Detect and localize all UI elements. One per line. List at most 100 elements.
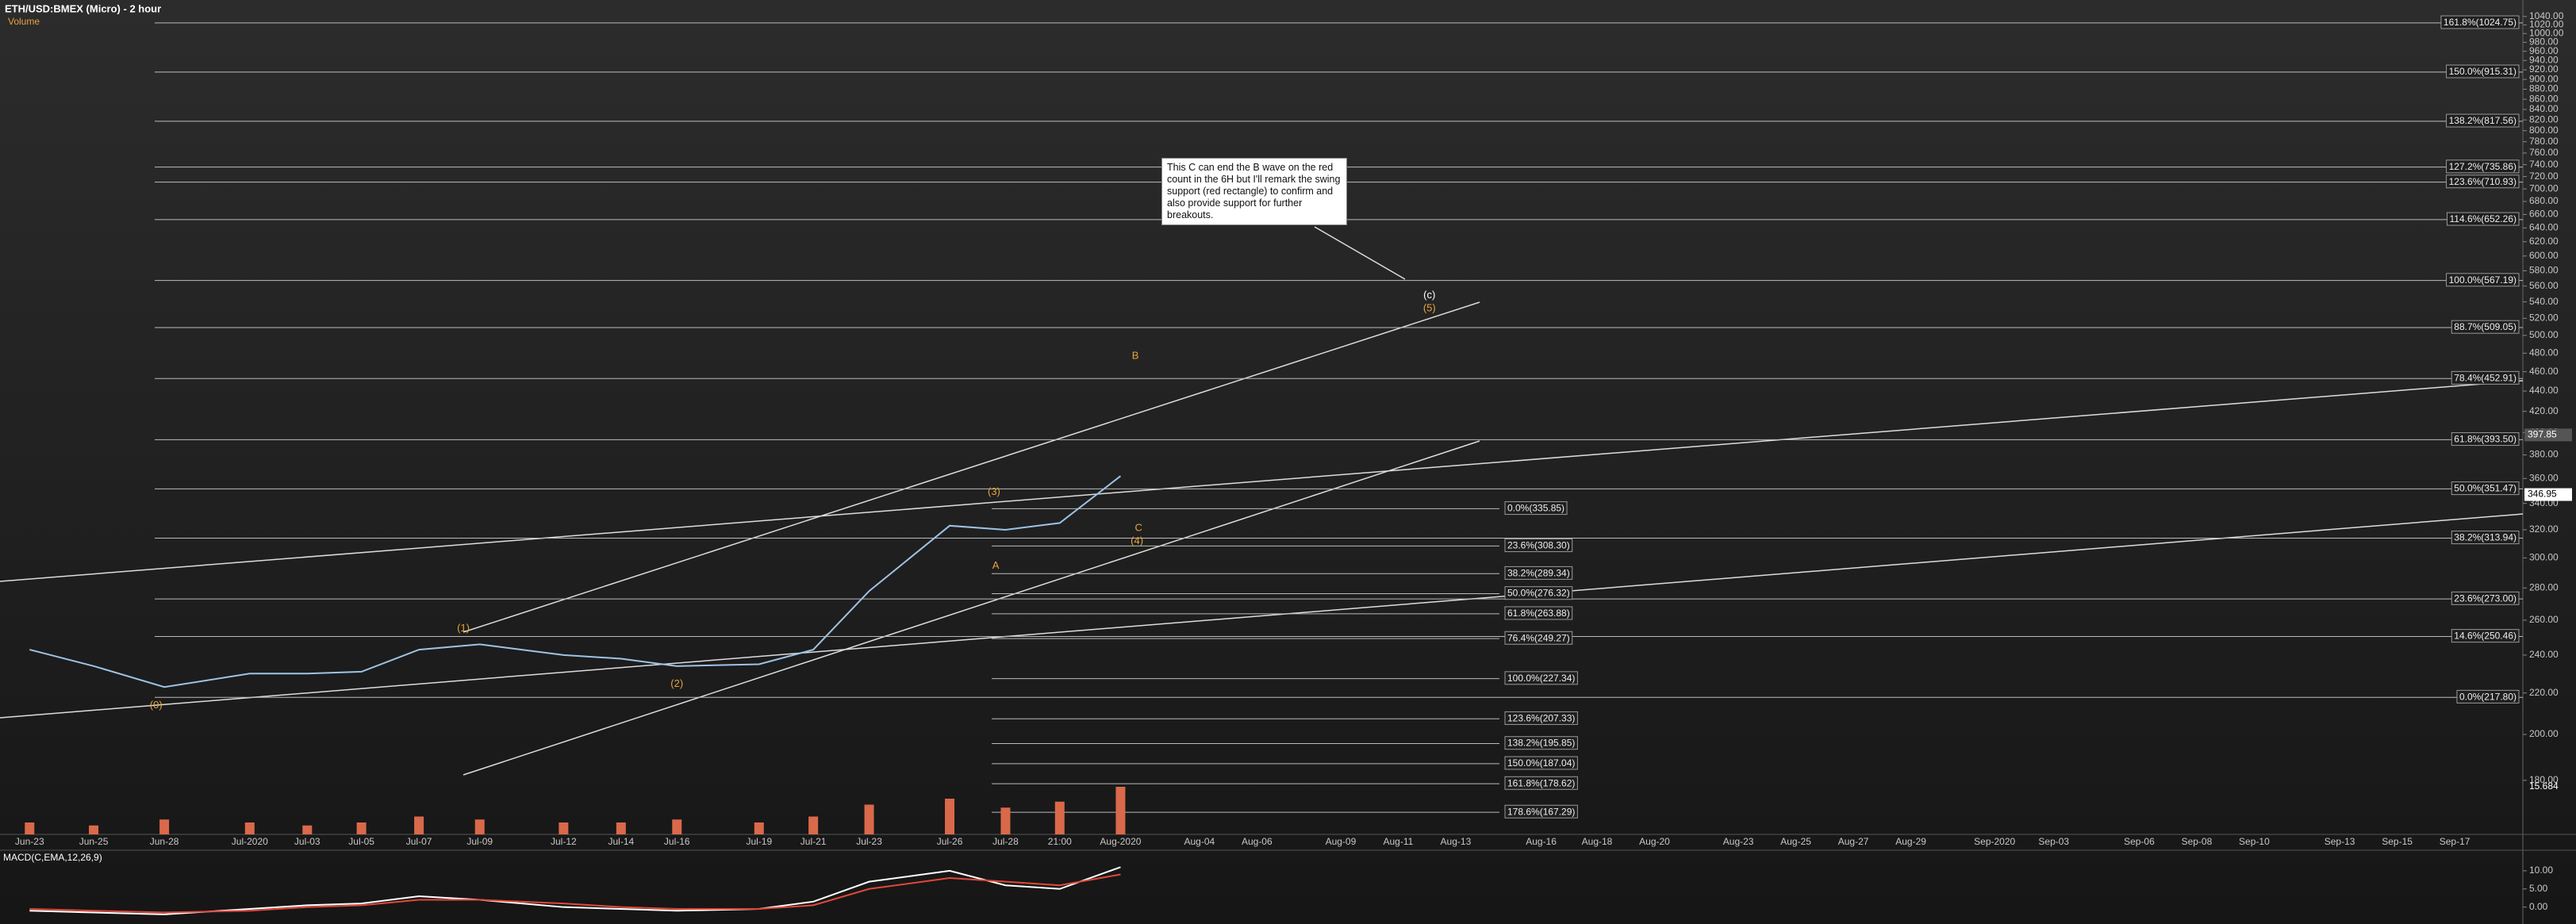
price-tag-box xyxy=(2524,428,2572,442)
y-tick-label: 200.00 xyxy=(2529,728,2559,739)
y-tick-label: 220.00 xyxy=(2529,687,2559,698)
wave-label: (c) xyxy=(1423,289,1435,301)
signal-line xyxy=(29,873,1121,914)
fib-label: 100.0%(567.19) xyxy=(2449,274,2516,286)
macd-tick-label: 10.00 xyxy=(2529,865,2553,876)
x-tick-label: Jun-23 xyxy=(15,836,44,847)
fib-label-box xyxy=(2451,320,2520,334)
fib-label: 114.6%(652.26) xyxy=(2449,213,2516,224)
x-tick-label: Aug-06 xyxy=(1242,836,1273,847)
fib-label-box xyxy=(1504,756,1578,770)
volume-bar xyxy=(25,822,35,834)
chart-title: ETH/USD:BMEX (Micro) - 2 hour xyxy=(5,2,161,14)
fib-label-box xyxy=(2456,689,2520,704)
y-tick-label: 720.00 xyxy=(2529,171,2559,182)
x-tick-label: Aug-18 xyxy=(1582,836,1613,847)
wave-label: C xyxy=(1135,522,1142,534)
fib-label-box xyxy=(1504,566,1573,580)
wave-label: A xyxy=(992,559,1000,571)
y-tick-label: 320.00 xyxy=(2529,523,2559,535)
x-tick-label: Jun-28 xyxy=(150,836,179,847)
fib-label: 127.2%(735.86) xyxy=(2449,161,2516,172)
y-tick-label: 880.00 xyxy=(2529,83,2559,94)
macd-line xyxy=(29,866,1121,915)
y-tick-label: 940.00 xyxy=(2529,54,2559,65)
fib-label: 14.6%(250.46) xyxy=(2454,631,2516,642)
fib-label-box xyxy=(2446,64,2520,79)
x-tick-label: Jul-19 xyxy=(746,836,772,847)
fib-label: 150.0%(915.31) xyxy=(2449,66,2516,77)
volume-bar xyxy=(302,825,313,834)
x-tick-label: Jul-09 xyxy=(466,836,493,847)
volume-bar xyxy=(1115,787,1126,834)
fib-label-box xyxy=(2451,591,2520,605)
y-tick-label: 920.00 xyxy=(2529,63,2559,75)
volume-bar xyxy=(672,819,682,834)
x-tick-label: Sep-17 xyxy=(2440,836,2470,847)
volume-label: 15.684 xyxy=(2529,780,2559,792)
y-tick-label: 240.00 xyxy=(2529,649,2559,660)
fib-label-box xyxy=(1504,606,1573,620)
x-tick-label: Jul-03 xyxy=(294,836,321,847)
annotation-note: This C can end the B wave on the red cou… xyxy=(1161,158,1347,225)
y-tick-label: 900.00 xyxy=(2529,73,2559,84)
fib-label-box xyxy=(2446,273,2520,287)
price-tag-box xyxy=(2524,488,2572,501)
wave-label: (5) xyxy=(1423,301,1436,313)
volume-bar xyxy=(356,822,367,834)
x-tick-label: Aug-2020 xyxy=(1100,836,1141,847)
y-tick-label: 740.00 xyxy=(2529,159,2559,170)
fib-label: 150.0%(187.04) xyxy=(1507,757,1575,769)
x-tick-label: Jul-16 xyxy=(664,836,690,847)
y-tick-label: 520.00 xyxy=(2529,312,2559,324)
fib-label-box xyxy=(1504,631,1573,645)
x-tick-label: Sep-13 xyxy=(2325,836,2355,847)
y-tick-label: 980.00 xyxy=(2529,36,2559,48)
y-tick-label: 660.00 xyxy=(2529,209,2559,220)
macd-title: MACD(C,EMA,12,26,9) xyxy=(3,852,102,863)
fib-label: 161.8%(178.62) xyxy=(1507,777,1575,788)
x-tick-label: Sep-10 xyxy=(2239,836,2270,847)
x-tick-label: Sep-15 xyxy=(2382,836,2413,847)
macd-tick-label: 0.00 xyxy=(2529,901,2548,912)
x-tick-label: Aug-27 xyxy=(1838,836,1869,847)
wave-label: (2) xyxy=(670,677,683,689)
x-tick-label: Jul-28 xyxy=(992,836,1019,847)
y-tick-label: 420.00 xyxy=(2529,405,2559,416)
y-tick-label: 580.00 xyxy=(2529,265,2559,276)
x-tick-label: Jul-2020 xyxy=(232,836,268,847)
y-tick-label: 360.00 xyxy=(2529,472,2559,483)
x-tick-label: Jul-26 xyxy=(937,836,963,847)
fib-label-box xyxy=(1504,776,1578,790)
volume-bar xyxy=(864,804,874,834)
y-tick-label: 1040.00 xyxy=(2529,10,2564,21)
fib-label-box xyxy=(1504,501,1568,516)
y-tick-label: 440.00 xyxy=(2529,385,2559,396)
volume-bar xyxy=(945,799,955,834)
wave-label: (4) xyxy=(1131,535,1143,546)
fib-label: 100.0%(227.34) xyxy=(1507,673,1575,684)
x-tick-label: Aug-23 xyxy=(1723,836,1754,847)
volume-bar xyxy=(559,822,569,834)
y-tick-label: 820.00 xyxy=(2529,113,2559,125)
x-tick-label: Jul-21 xyxy=(800,836,827,847)
fib-label: 138.2%(817.56) xyxy=(2449,115,2516,126)
fib-label: 23.6%(273.00) xyxy=(2454,592,2516,604)
y-tick-label: 860.00 xyxy=(2529,93,2559,104)
wave-label: (0) xyxy=(150,699,163,711)
fib-label-box xyxy=(2446,159,2520,174)
fib-label-box xyxy=(2451,531,2520,545)
x-tick-label: Aug-20 xyxy=(1639,836,1670,847)
fib-label-box xyxy=(1504,736,1578,750)
wave-label: B xyxy=(1132,349,1139,361)
volume-bar xyxy=(1054,801,1065,834)
x-tick-label: Jul-14 xyxy=(608,836,634,847)
trendline xyxy=(463,301,1480,633)
x-tick-label: Sep-08 xyxy=(2182,836,2213,847)
fib-label-box xyxy=(1504,711,1578,725)
volume-bar xyxy=(414,816,424,834)
fib-label-box xyxy=(2446,174,2520,189)
x-tick-label: Aug-16 xyxy=(1526,836,1557,847)
